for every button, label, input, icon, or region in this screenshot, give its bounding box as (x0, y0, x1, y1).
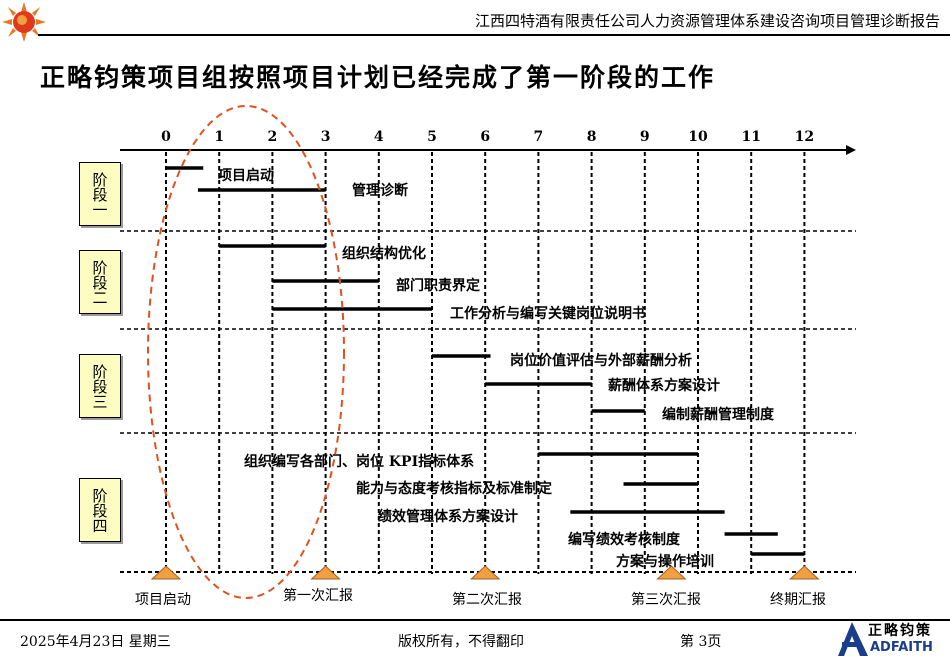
month-tick-label: 3 (321, 129, 331, 145)
milestone-label: 第一次汇报 (283, 587, 353, 604)
month-tick-label: 10 (688, 129, 708, 145)
milestone-marker-icon (150, 565, 182, 580)
timeline-arrow-icon (846, 145, 856, 155)
task-label: 方案与操作培训 (616, 553, 714, 570)
stage-3-label: 阶段三 (79, 354, 121, 418)
month-tick-label: 7 (534, 129, 544, 145)
page-title: 正略钧策项目组按照项目计划已经完成了第一阶段的工作 (40, 63, 716, 92)
footer-page-number: 第 3页 (680, 634, 722, 650)
month-tick-label: 11 (741, 129, 760, 145)
milestone-marker-icon (789, 565, 820, 580)
footer-date: 2025年4月23日 星期三 (20, 634, 171, 650)
completed-phase-highlight (147, 105, 345, 599)
logo-english-name: ADFAITH (870, 640, 933, 655)
task-label: 绩效管理体系方案设计 (378, 508, 518, 525)
month-tick-label: 9 (640, 129, 650, 145)
month-tick-label: 8 (587, 129, 597, 145)
milestone-label: 项目启动 (135, 592, 191, 608)
task-label: 工作分析与编写关键岗位说明书 (450, 305, 646, 322)
header-title: 江西四特酒有限责任公司人力资源管理体系建设咨询项目管理诊断报告 (474, 12, 940, 30)
month-tick-label: 1 (214, 129, 224, 145)
footer-divider (0, 619, 950, 621)
stage-2-label: 阶段二 (79, 250, 121, 314)
task-label: 项目启动 (218, 167, 274, 184)
month-tick-label: 2 (268, 129, 278, 145)
milestone-marker-icon (469, 565, 501, 580)
month-tick-label: 6 (480, 129, 490, 145)
milestone-label: 第三次汇报 (631, 591, 701, 608)
adfaith-logo-icon (838, 622, 868, 656)
task-label: 部门职责界定 (396, 277, 480, 294)
header-divider (38, 34, 950, 36)
milestone-label: 第二次汇报 (452, 591, 522, 608)
task-label: 编制薪酬管理制度 (662, 406, 775, 423)
month-tick-label: 5 (427, 129, 437, 145)
task-label: 管理诊断 (352, 182, 408, 199)
task-label: 能力与态度考核指标及标准制定 (356, 480, 552, 497)
milestone-marker-icon (310, 565, 341, 580)
month-tick-label: 0 (161, 129, 171, 145)
milestone-label: 终期汇报 (770, 592, 826, 608)
footer-copyright: 版权所有，不得翻印 (398, 634, 524, 650)
milestone-marker-icon (656, 565, 687, 580)
task-label: 组织结构优化 (342, 245, 426, 262)
logo-chinese-name: 正略钧策 (868, 623, 932, 639)
sun-logo-icon (2, 2, 46, 42)
stage-1-label: 阶段一 (79, 162, 121, 226)
month-tick-label: 12 (795, 129, 814, 145)
task-label: 组织编写各部门、岗位 KPI指标体系 (244, 453, 474, 470)
task-label: 薪酬体系方案设计 (608, 377, 720, 394)
task-label: 编写绩效考核制度 (568, 531, 681, 548)
stage-4-label: 阶段四 (79, 478, 121, 542)
month-tick-label: 4 (374, 129, 384, 145)
task-label: 岗位价值评估与外部薪酬分析 (510, 352, 692, 369)
